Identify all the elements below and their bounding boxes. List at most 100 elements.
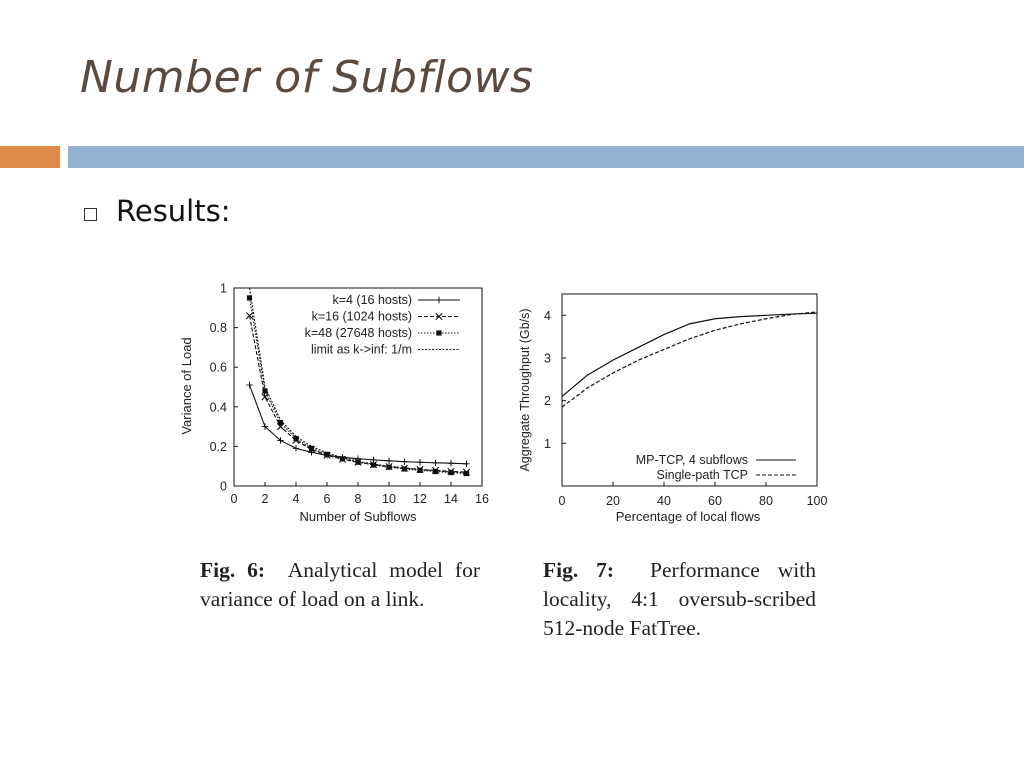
fig6-data-point-sq <box>432 468 439 475</box>
fig6-data-point-sq <box>370 462 377 468</box>
fig7-caption: Fig. 7: Performance with locality, 4:1 o… <box>543 556 816 643</box>
fig6-ytick-label: 0 <box>220 480 227 494</box>
fig6-xlabel: Number of Subflows <box>299 509 417 524</box>
fig6-ytick-label: 0.8 <box>210 321 227 335</box>
fig7-xlabel: Percentage of local flows <box>616 509 761 524</box>
fig7-caption-text: Performance with locality, 4:1 oversub-s… <box>543 558 816 640</box>
fig6-xtick-label: 12 <box>413 492 427 506</box>
bullet-text: Results: <box>116 194 231 228</box>
fig6-data-point <box>324 451 330 457</box>
fig6-ytick-label: 1 <box>220 282 227 296</box>
fig6-series-line <box>248 287 467 474</box>
fig6-data-point <box>447 460 455 467</box>
fig7-ytick-label: 1 <box>544 437 551 451</box>
fig6-data-point <box>370 456 377 464</box>
fig6-xtick-label: 16 <box>475 492 489 506</box>
fig6-caption-label: Fig. 6: <box>200 558 266 582</box>
fig6-legend-label: limit as k->inf: 1/m <box>311 343 412 357</box>
fig6-data-point-d2 <box>261 393 269 401</box>
fig6-data-point <box>293 435 299 442</box>
fig6-legend-marker <box>436 330 442 336</box>
fig6-caption-text: Analytical model for variance of load on… <box>200 558 480 611</box>
fig6-xtick-label: 14 <box>444 492 458 506</box>
fig7-caption-label: Fig. 7: <box>543 558 615 582</box>
fig6-data-point <box>261 393 269 401</box>
fig7-ytick-label: 3 <box>544 352 551 366</box>
fig7-legend-label: Single-path TCP <box>657 468 749 482</box>
fig7-series-line <box>561 311 818 408</box>
fig6-data-point <box>308 445 315 451</box>
fig7-xtick-label: 40 <box>657 494 671 508</box>
fig7-xtick-label: 100 <box>807 494 828 508</box>
fig6-data-point-sq <box>262 388 268 394</box>
fig6-series-line <box>248 297 467 475</box>
fig6-legend-label: k=16 (1024 hosts) <box>312 310 412 324</box>
fig6-data-point-sq <box>293 435 299 442</box>
fig6-data-point <box>339 456 346 462</box>
fig6-xtick-label: 6 <box>324 492 331 506</box>
fig6-xtick-label: 8 <box>355 492 362 506</box>
fig7-ytick-label: 4 <box>544 309 551 323</box>
fig7-xtick-label: 60 <box>708 494 722 508</box>
fig6-data-point-sq <box>448 469 454 476</box>
fig6-legend-marker-sq <box>436 330 442 336</box>
fig7-plot-frame <box>561 293 818 487</box>
fig6-series-line <box>248 315 467 473</box>
fig6-data-point-sq <box>355 459 361 465</box>
fig6-caption: Fig. 6: Analytical model for variance of… <box>200 556 480 614</box>
accent-bar-blue <box>68 146 1024 168</box>
fig6-legend-label: k=4 (16 hosts) <box>332 293 412 307</box>
fig6-data-point-sq <box>463 470 470 477</box>
fig6-xtick-label: 0 <box>231 492 238 506</box>
fig6-data-point <box>246 295 253 301</box>
fig6-data-point <box>261 423 269 430</box>
fig6-data-point-sq <box>401 466 408 472</box>
fig6-ytick-label: 0.2 <box>210 440 227 454</box>
fig7-xtick-label: 20 <box>606 494 620 508</box>
fig6-xtick-label: 2 <box>262 492 269 506</box>
fig6-data-point-sq <box>277 420 284 426</box>
fig6-data-point <box>277 420 284 426</box>
fig7-ylabel: Aggregate Throughput (Gb/s) <box>518 308 532 471</box>
fig6-data-point <box>246 381 253 389</box>
fig6-data-point-sq <box>308 445 315 451</box>
fig6-data-point <box>463 470 470 477</box>
fig6-legend-marker <box>435 296 443 304</box>
fig6-legend-marker-d2 <box>435 312 443 321</box>
fig6-data-point-sq <box>339 456 346 462</box>
fig6-xtick-label: 10 <box>382 492 396 506</box>
slide-title: Number of Subflows <box>80 52 534 103</box>
fig6-data-point <box>370 462 377 468</box>
fig7-xtick-label: 0 <box>559 494 566 508</box>
fig7-legend-label: MP-TCP, 4 subflows <box>636 453 748 467</box>
fig6-data-point <box>277 437 284 444</box>
fig6-data-point <box>386 464 392 470</box>
fig6-data-point-sq <box>324 451 330 457</box>
fig6-data-point <box>262 388 268 394</box>
fig6-data-point <box>292 445 300 452</box>
fig6-legend-marker <box>435 312 443 321</box>
accent-bar-orange <box>0 146 60 168</box>
fig6-data-point <box>416 459 424 466</box>
fig7-xtick-label: 80 <box>759 494 773 508</box>
fig7-series-line <box>561 312 818 397</box>
fig6-data-point-sq <box>417 467 423 473</box>
fig6-ytick-label: 0.6 <box>210 361 227 375</box>
fig6-data-point <box>448 469 454 476</box>
fig6-data-point-sq <box>246 295 253 301</box>
fig6-data-point <box>417 467 423 473</box>
fig6-data-point <box>355 459 361 465</box>
fig6-xtick-label: 4 <box>293 492 300 506</box>
bullet-square-icon <box>84 208 97 221</box>
fig6-data-point <box>401 458 408 465</box>
fig6-data-point <box>385 457 393 465</box>
fig7-ytick-label: 2 <box>544 394 551 408</box>
fig6-legend-label: k=48 (27648 hosts) <box>305 326 412 340</box>
fig6-data-point <box>432 459 439 467</box>
fig6-data-point <box>401 466 408 472</box>
fig6-data-point <box>432 468 439 475</box>
fig6-ytick-label: 0.4 <box>210 400 227 414</box>
fig6-data-point <box>463 460 470 468</box>
fig6-ylabel: Variance of Load <box>179 337 194 434</box>
